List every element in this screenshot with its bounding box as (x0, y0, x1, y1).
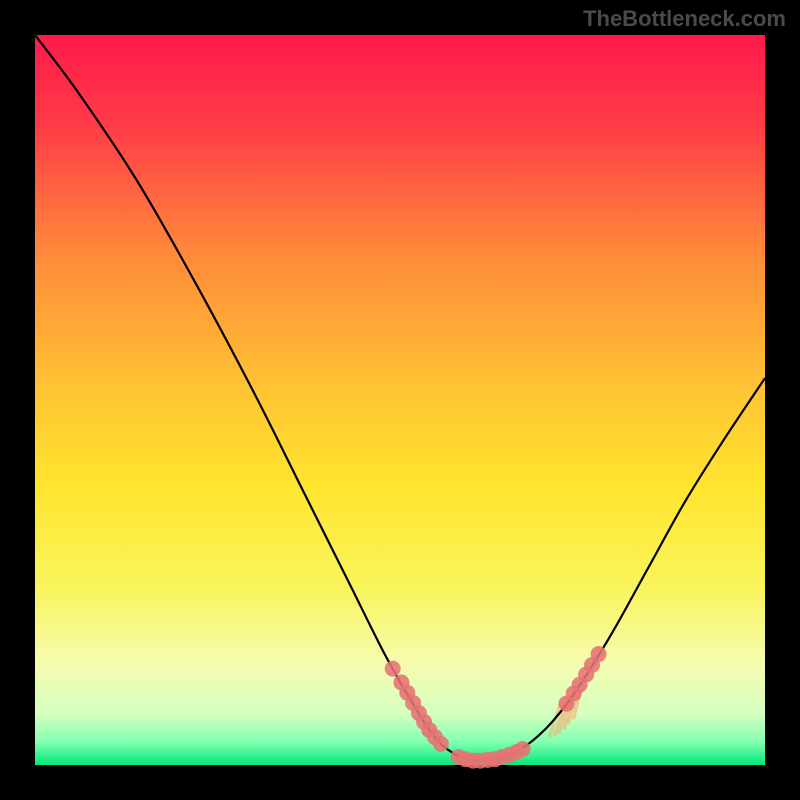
data-marker (515, 741, 531, 757)
bottleneck-chart (0, 0, 800, 800)
data-marker (591, 646, 607, 662)
data-marker (433, 736, 449, 752)
data-marker (385, 661, 401, 677)
watermark-text: TheBottleneck.com (583, 6, 786, 32)
plot-background (35, 35, 765, 765)
chart-container: TheBottleneck.com (0, 0, 800, 800)
